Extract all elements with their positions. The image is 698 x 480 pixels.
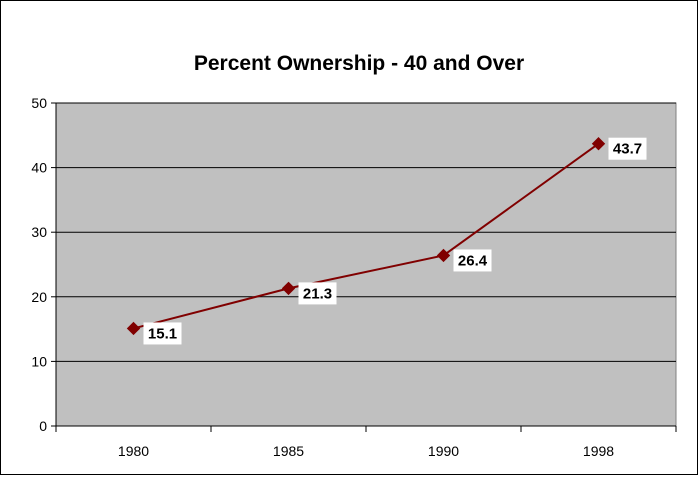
- data-label: 26.4: [453, 249, 492, 272]
- data-label: 15.1: [143, 322, 182, 345]
- data-label-text: 26.4: [458, 252, 488, 269]
- data-label-box: [143, 322, 182, 345]
- data-point-marker: [126, 321, 141, 336]
- y-tick-label: 0: [39, 418, 47, 434]
- axes: 0 10 20 30 40 50 1980 1985 1990 1998: [31, 95, 677, 459]
- series-line-path: [133, 142, 600, 330]
- data-label-box: [453, 249, 492, 272]
- data-point-marker: [436, 248, 451, 263]
- chart-title: Percent Ownership - 40 and Over: [194, 52, 524, 75]
- data-point-marker: [591, 136, 606, 151]
- x-tick-label: 1985: [273, 443, 304, 459]
- data-label-box: [608, 137, 647, 160]
- data-label-text: 15.1: [148, 325, 177, 342]
- data-label: 43.7: [608, 137, 647, 160]
- y-tick-label: 30: [31, 224, 47, 240]
- x-tick-label: 1990: [428, 443, 459, 459]
- plot-area: [55, 102, 677, 427]
- y-tick-label: 20: [31, 289, 47, 305]
- y-tick-label: 10: [31, 353, 47, 369]
- gridlines: [56, 102, 676, 362]
- x-tick-label: 1998: [583, 443, 614, 459]
- data-point-marker: [281, 281, 296, 296]
- x-tick-label: 1980: [118, 443, 149, 459]
- data-label-text: 21.3: [303, 285, 332, 302]
- data-labels: 15.1 21.3 26.4 43.7: [143, 137, 647, 345]
- data-label-box: [298, 282, 337, 305]
- y-tick-label: 50: [31, 95, 47, 111]
- series-line: [126, 136, 606, 336]
- data-label: 21.3: [298, 282, 337, 305]
- y-tick-label: 40: [31, 160, 47, 176]
- data-label-text: 43.7: [613, 141, 642, 158]
